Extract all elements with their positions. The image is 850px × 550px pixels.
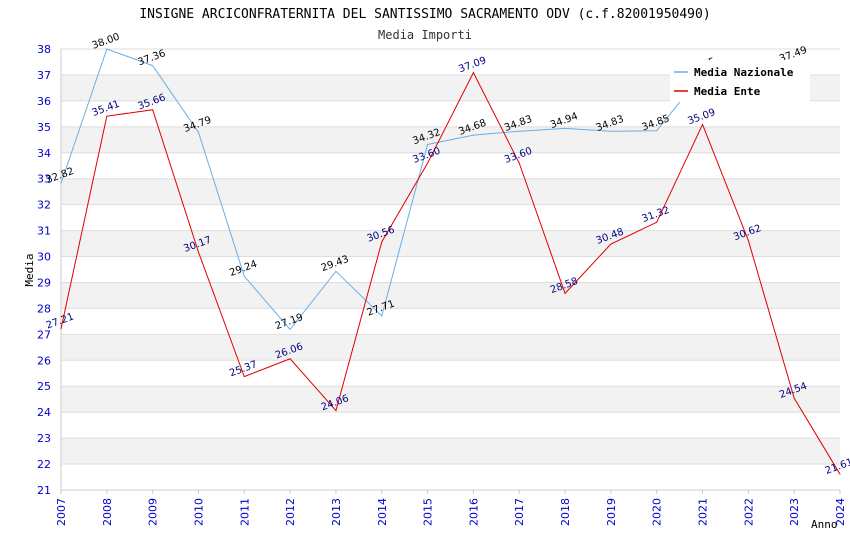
y-tick-label: 24: [37, 406, 51, 419]
data-point-nazionale: [60, 182, 62, 184]
data-point-ente: [793, 397, 795, 399]
x-tick-label: 2012: [284, 498, 297, 526]
data-point-ente: [335, 410, 337, 412]
x-tick-label: 2009: [147, 498, 160, 526]
x-tick-label: 2015: [422, 498, 435, 526]
data-label-ente: 35.09: [686, 107, 717, 127]
x-tick-label: 2017: [513, 498, 526, 526]
data-point-nazionale: [427, 143, 429, 145]
chart-title: INSIGNE ARCICONFRATERNITA DEL SANTISSIMO…: [139, 7, 710, 22]
data-point-ente: [472, 72, 474, 74]
data-point-nazionale: [564, 127, 566, 129]
data-point-ente: [427, 162, 429, 164]
y-tick-label: 32: [37, 199, 51, 212]
y-tick-label: 37: [37, 69, 51, 82]
data-point-nazionale: [197, 131, 199, 133]
x-tick-label: 2011: [238, 498, 251, 526]
data-point-ente: [197, 251, 199, 253]
x-tick-label: 2020: [651, 498, 664, 526]
x-tick-label: 2008: [101, 498, 114, 526]
y-tick-label: 35: [37, 121, 51, 134]
data-point-ente: [243, 376, 245, 378]
data-label-ente: 37.09: [457, 55, 488, 75]
data-point-nazionale: [472, 134, 474, 136]
x-tick-label: 2022: [742, 498, 755, 526]
legend-label-ente: Media Ente: [694, 85, 761, 98]
data-point-nazionale: [656, 130, 658, 132]
x-tick-label: 2018: [559, 498, 572, 526]
grid-band: [61, 230, 840, 257]
y-tick-label: 33: [37, 173, 51, 186]
data-point-ente: [60, 328, 62, 330]
grid-band: [61, 178, 840, 205]
x-tick-label: 2007: [55, 498, 68, 526]
x-tick-label: 2021: [697, 498, 710, 526]
legend: Media Nazionale Media Ente: [670, 60, 810, 102]
legend-label-nazionale: Media Nazionale: [694, 66, 794, 79]
y-tick-label: 29: [37, 276, 51, 289]
data-point-ente: [381, 241, 383, 243]
grid-band: [61, 282, 840, 309]
grid-band: [61, 386, 840, 413]
grid-lines: [61, 48, 840, 491]
data-point-nazionale: [335, 270, 337, 272]
y-tick-label: 21: [37, 484, 51, 497]
x-tick-label: 2013: [330, 498, 343, 526]
y-tick-label: 28: [37, 302, 51, 315]
x-tick-labels: 2007 2008 2009 2010 2011 2012 2013 2014 2015 2016…: [55, 490, 847, 526]
data-label-ente: 25.37: [228, 359, 259, 379]
series-line-ente: [60, 71, 841, 475]
data-point-nazionale: [381, 315, 383, 317]
y-tick-label: 22: [37, 458, 51, 471]
y-tick-label: 34: [37, 147, 51, 160]
data-point-ente: [518, 162, 520, 164]
x-tick-label: 2023: [788, 498, 801, 526]
grid-band: [61, 438, 840, 465]
data-point-ente: [289, 358, 291, 360]
y-tick-label: 25: [37, 380, 51, 393]
data-point-ente: [564, 292, 566, 294]
data-point-ente: [610, 243, 612, 245]
grid-band: [61, 334, 840, 361]
y-tick-label: 38: [37, 43, 51, 56]
data-point-nazionale: [610, 130, 612, 132]
data-point-nazionale: [152, 65, 154, 67]
data-point-ente: [656, 221, 658, 223]
x-tick-label: 2019: [605, 498, 618, 526]
data-point-ente: [747, 239, 749, 241]
y-tick-label: 36: [37, 95, 51, 108]
data-point-nazionale: [518, 130, 520, 132]
data-point-ente: [839, 473, 841, 475]
y-tick-label: 30: [37, 251, 51, 264]
grid-bands: [61, 74, 840, 465]
x-axis-label: Anno: [811, 518, 838, 531]
y-axis-label: Media: [23, 253, 36, 286]
x-tick-label: 2024: [834, 498, 847, 526]
data-point-nazionale: [243, 275, 245, 277]
axes: [60, 49, 840, 491]
y-tick-label: 27: [37, 328, 51, 341]
data-point-nazionale: [106, 48, 108, 50]
data-label-ente: 31.32: [641, 205, 672, 225]
y-tick-labels: 21 22 23 24 25 26 27 28 29 30 31 32 33 34 35 36 37 38: [37, 43, 51, 497]
data-point-ente: [106, 115, 108, 117]
y-tick-label: 31: [37, 225, 51, 238]
x-tick-label: 2010: [192, 498, 205, 526]
y-tick-label: 26: [37, 354, 51, 367]
x-tick-label: 2014: [376, 498, 389, 526]
data-label-nazionale: 29.24: [228, 259, 259, 279]
y-tick-label: 23: [37, 432, 51, 445]
legend-box: [670, 60, 810, 102]
data-point-ente: [702, 123, 704, 125]
data-label-ente: 35.41: [91, 99, 122, 119]
data-point-ente: [152, 109, 154, 111]
data-point-nazionale: [289, 328, 291, 330]
chart-subtitle: Media Importi: [378, 28, 472, 42]
x-tick-label: 2016: [467, 498, 480, 526]
grid-band: [61, 126, 840, 153]
